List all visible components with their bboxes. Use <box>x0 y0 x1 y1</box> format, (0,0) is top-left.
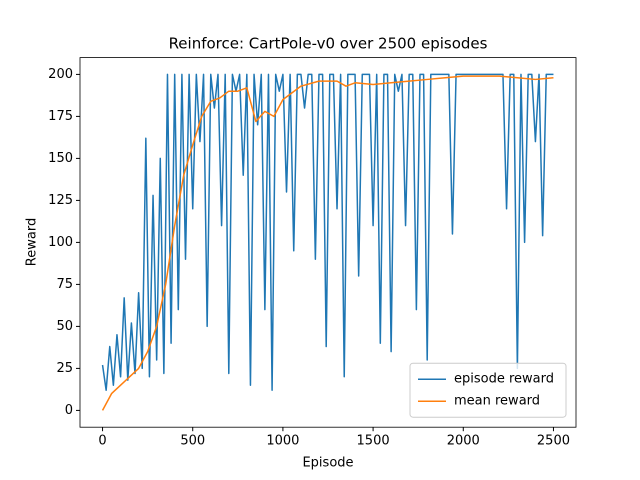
y-tick-label: 125 <box>48 193 73 208</box>
x-tick-label: 500 <box>180 434 205 449</box>
x-axis-label: Episode <box>302 456 353 471</box>
y-tick-label: 200 <box>48 67 73 82</box>
x-tick-label: 1000 <box>266 434 299 449</box>
x-tick-label: 2000 <box>447 434 480 449</box>
y-tick-label: 75 <box>56 277 73 292</box>
chart-title: Reinforce: CartPole-v0 over 2500 episode… <box>169 35 488 53</box>
y-axis-label: Reward <box>25 218 40 266</box>
x-tick-label: 2500 <box>537 434 570 449</box>
y-tick-label: 50 <box>56 319 73 334</box>
y-tick-label: 150 <box>48 151 73 166</box>
x-tick-label: 0 <box>98 434 106 449</box>
legend-box <box>409 362 567 418</box>
x-tick-label: 1500 <box>357 434 390 449</box>
y-tick-label: 175 <box>48 109 73 124</box>
y-tick-label: 0 <box>65 403 73 418</box>
legend-label: mean reward <box>454 394 540 409</box>
y-tick-label: 25 <box>56 361 73 376</box>
plot-frame <box>79 57 577 428</box>
legend-label: episode reward <box>454 372 554 387</box>
series-line <box>101 73 554 391</box>
series-line <box>101 75 554 411</box>
y-tick-label: 100 <box>48 235 73 250</box>
